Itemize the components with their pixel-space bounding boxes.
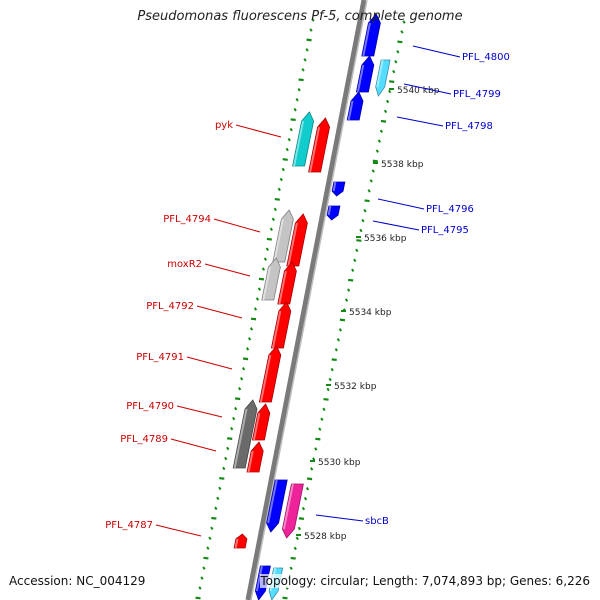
gene-label-left-text: PFL_4787 [105,520,153,531]
scale-label: 5532 kbp [326,382,377,392]
gene-label-right[interactable]: PFL_4800 [412,45,510,63]
gene-pyk-arrow[interactable] [308,117,331,173]
gene-label-right[interactable]: sbcB [315,514,389,527]
gene-label-left[interactable]: PFL_4789 [120,434,217,452]
gene-pfl4790-companion-arrow[interactable] [232,399,258,469]
scale-label-text: 5534 kbp [349,308,392,318]
gene-pfl4799-arrow[interactable] [375,59,391,97]
gene-label-right-text: sbcB [365,516,389,527]
gene-pfl4796-arrow[interactable] [331,181,346,197]
genome-summary: Topology: circular; Length: 7,074,893 bp… [260,574,590,588]
scale-label-text: 5540 kbp [397,86,440,96]
gene-sbcb-arrow[interactable] [281,483,304,539]
gene-label-right-text: PFL_4799 [453,89,501,100]
gene-pfl4798-arrow[interactable] [346,91,364,121]
scale-label: 5540 kbp [389,86,440,96]
gene-label-right[interactable]: PFL_4799 [403,83,501,100]
gene-label-left-text: PFL_4792 [146,301,194,312]
gene-label-left-text: pyk [215,120,233,131]
gene-label-right-text: PFL_4800 [462,52,510,63]
scale-label-text: 5532 kbp [334,382,377,392]
gene-label-left[interactable]: pyk [215,120,282,138]
gene-label-right[interactable]: PFL_4798 [396,116,493,132]
gene-pfl4795-arrow[interactable] [326,205,341,221]
scale-label: 5530 kbp [310,458,361,468]
gene-label-right-text: PFL_4798 [445,121,493,132]
gene-pfl4791-arrow[interactable] [258,345,282,403]
gene-moxr2-companion-arrow[interactable] [261,257,281,301]
gene-label-left-text: moxR2 [167,259,202,270]
map-title: Pseudomonas fluorescens Pf-5, complete g… [137,9,463,24]
gene-label-right-text: PFL_4795 [421,225,469,236]
gene-pfl4789-arrow[interactable] [246,441,264,473]
gene-label-left[interactable]: PFL_4794 [163,214,261,233]
gene-label-right-text: PFL_4796 [426,204,474,215]
gene-pfl4790-arrow[interactable] [251,403,271,441]
outer-dotted-ruler-left [195,18,315,600]
gene-label-right[interactable]: PFL_4796 [377,198,474,215]
gene-pfl4794-companion-arrow[interactable] [272,209,294,263]
scale-label: 5536 kbp [356,234,407,244]
gene-label-left[interactable]: PFL_4787 [105,520,202,537]
genome-backbone [245,0,368,600]
scale-label-text: 5530 kbp [318,458,361,468]
gene-pfl4800-arrow[interactable] [361,13,381,57]
outer-dotted-ruler-right [282,20,406,600]
gene-blue-upper-arrow[interactable] [355,55,375,93]
gene-label-left[interactable]: PFL_4791 [136,352,233,370]
gene-sbcb-companion-arrow[interactable] [266,479,288,533]
scale-label-text: 5536 kbp [364,234,407,244]
gene-pyk-companion-arrow[interactable] [292,111,315,167]
gene-label-left-text: PFL_4789 [120,434,168,445]
gene-label-right[interactable]: PFL_4795 [372,220,469,236]
gene-label-left[interactable]: PFL_4792 [146,301,243,319]
scale-label-text: 5528 kbp [304,532,347,542]
gene-label-left-text: PFL_4790 [126,401,174,412]
gene-label-left-text: PFL_4791 [136,352,184,363]
gene-label-left[interactable]: PFL_4790 [126,401,223,418]
scale-label: 5538 kbp [373,160,424,170]
accession-label: Accession: NC_004129 [9,574,146,588]
gene-pfl4792-arrow[interactable] [270,301,292,349]
gene-label-left-text: PFL_4794 [163,214,211,225]
gene-pfl4787-arrow[interactable] [233,533,248,549]
gene-pfl4794-arrow[interactable] [286,213,308,267]
scale-label: 5534 kbp [341,308,392,318]
scale-label: 5528 kbp [296,532,347,542]
gene-moxr2-arrow[interactable] [277,261,297,305]
scale-label-text: 5538 kbp [381,160,424,170]
gene-label-left[interactable]: moxR2 [167,259,251,277]
